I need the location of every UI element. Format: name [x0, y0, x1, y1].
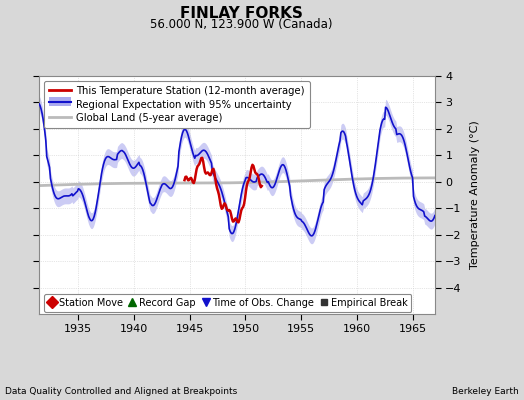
Text: Data Quality Controlled and Aligned at Breakpoints: Data Quality Controlled and Aligned at B…: [5, 387, 237, 396]
Y-axis label: Temperature Anomaly (°C): Temperature Anomaly (°C): [470, 121, 480, 269]
Text: FINLAY FORKS: FINLAY FORKS: [180, 6, 302, 21]
Text: 56.000 N, 123.900 W (Canada): 56.000 N, 123.900 W (Canada): [150, 18, 332, 31]
Legend: Station Move, Record Gap, Time of Obs. Change, Empirical Break: Station Move, Record Gap, Time of Obs. C…: [44, 294, 411, 312]
Text: Berkeley Earth: Berkeley Earth: [452, 387, 519, 396]
